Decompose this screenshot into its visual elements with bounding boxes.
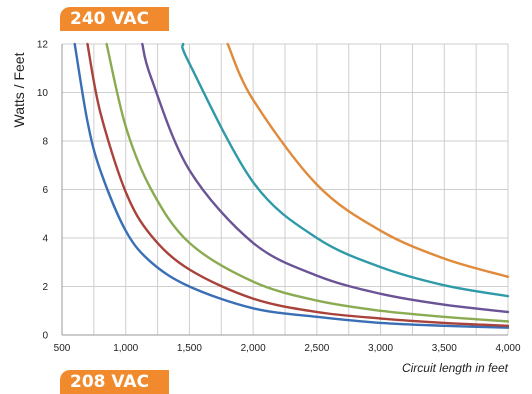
x-tick-label: 4,000 — [495, 343, 520, 354]
y-tick-label: 0 — [42, 331, 48, 342]
chart: 500 1,000 1,500 2,000 2,500 3,000 3,500 4,000 0… — [11, 40, 521, 376]
x-tick-label: 1,500 — [177, 343, 202, 354]
y-tick-label: 8 — [42, 137, 48, 148]
x-axis-label: Circuit length in feet — [402, 361, 509, 375]
y-tick-labels: 0 2 4 6 8 10 12 — [37, 40, 49, 342]
y-tick-label: 10 — [37, 88, 49, 99]
voltage-badge: 240 VAC — [60, 7, 170, 31]
y-axis-label: Watts / Feet — [11, 52, 27, 127]
x-tick-labels: 500 1,000 1,500 2,000 2,500 3,000 3,500 4,000 — [54, 343, 521, 354]
series-lines — [73, 42, 510, 329]
series-line-3 — [105, 42, 510, 323]
series-line-5 — [181, 42, 510, 298]
y-tick-label: 2 — [42, 282, 48, 293]
series-line-1 — [73, 42, 510, 329]
series-line-4 — [141, 42, 510, 314]
series-line-6 — [226, 42, 510, 278]
x-tick-label: 3,000 — [368, 343, 393, 354]
x-tick-label: 2,000 — [241, 343, 266, 354]
x-tick-label: 3,500 — [432, 343, 457, 354]
y-tick-label: 4 — [42, 234, 48, 245]
x-tick-label: 2,500 — [304, 343, 329, 354]
x-tick-label: 1,000 — [113, 343, 138, 354]
y-tick-label: 6 — [42, 185, 48, 196]
series-line-2 — [86, 42, 510, 327]
y-tick-label: 12 — [37, 40, 49, 51]
grid — [61, 43, 509, 336]
x-tick-label: 500 — [54, 343, 71, 354]
axes — [61, 44, 508, 336]
